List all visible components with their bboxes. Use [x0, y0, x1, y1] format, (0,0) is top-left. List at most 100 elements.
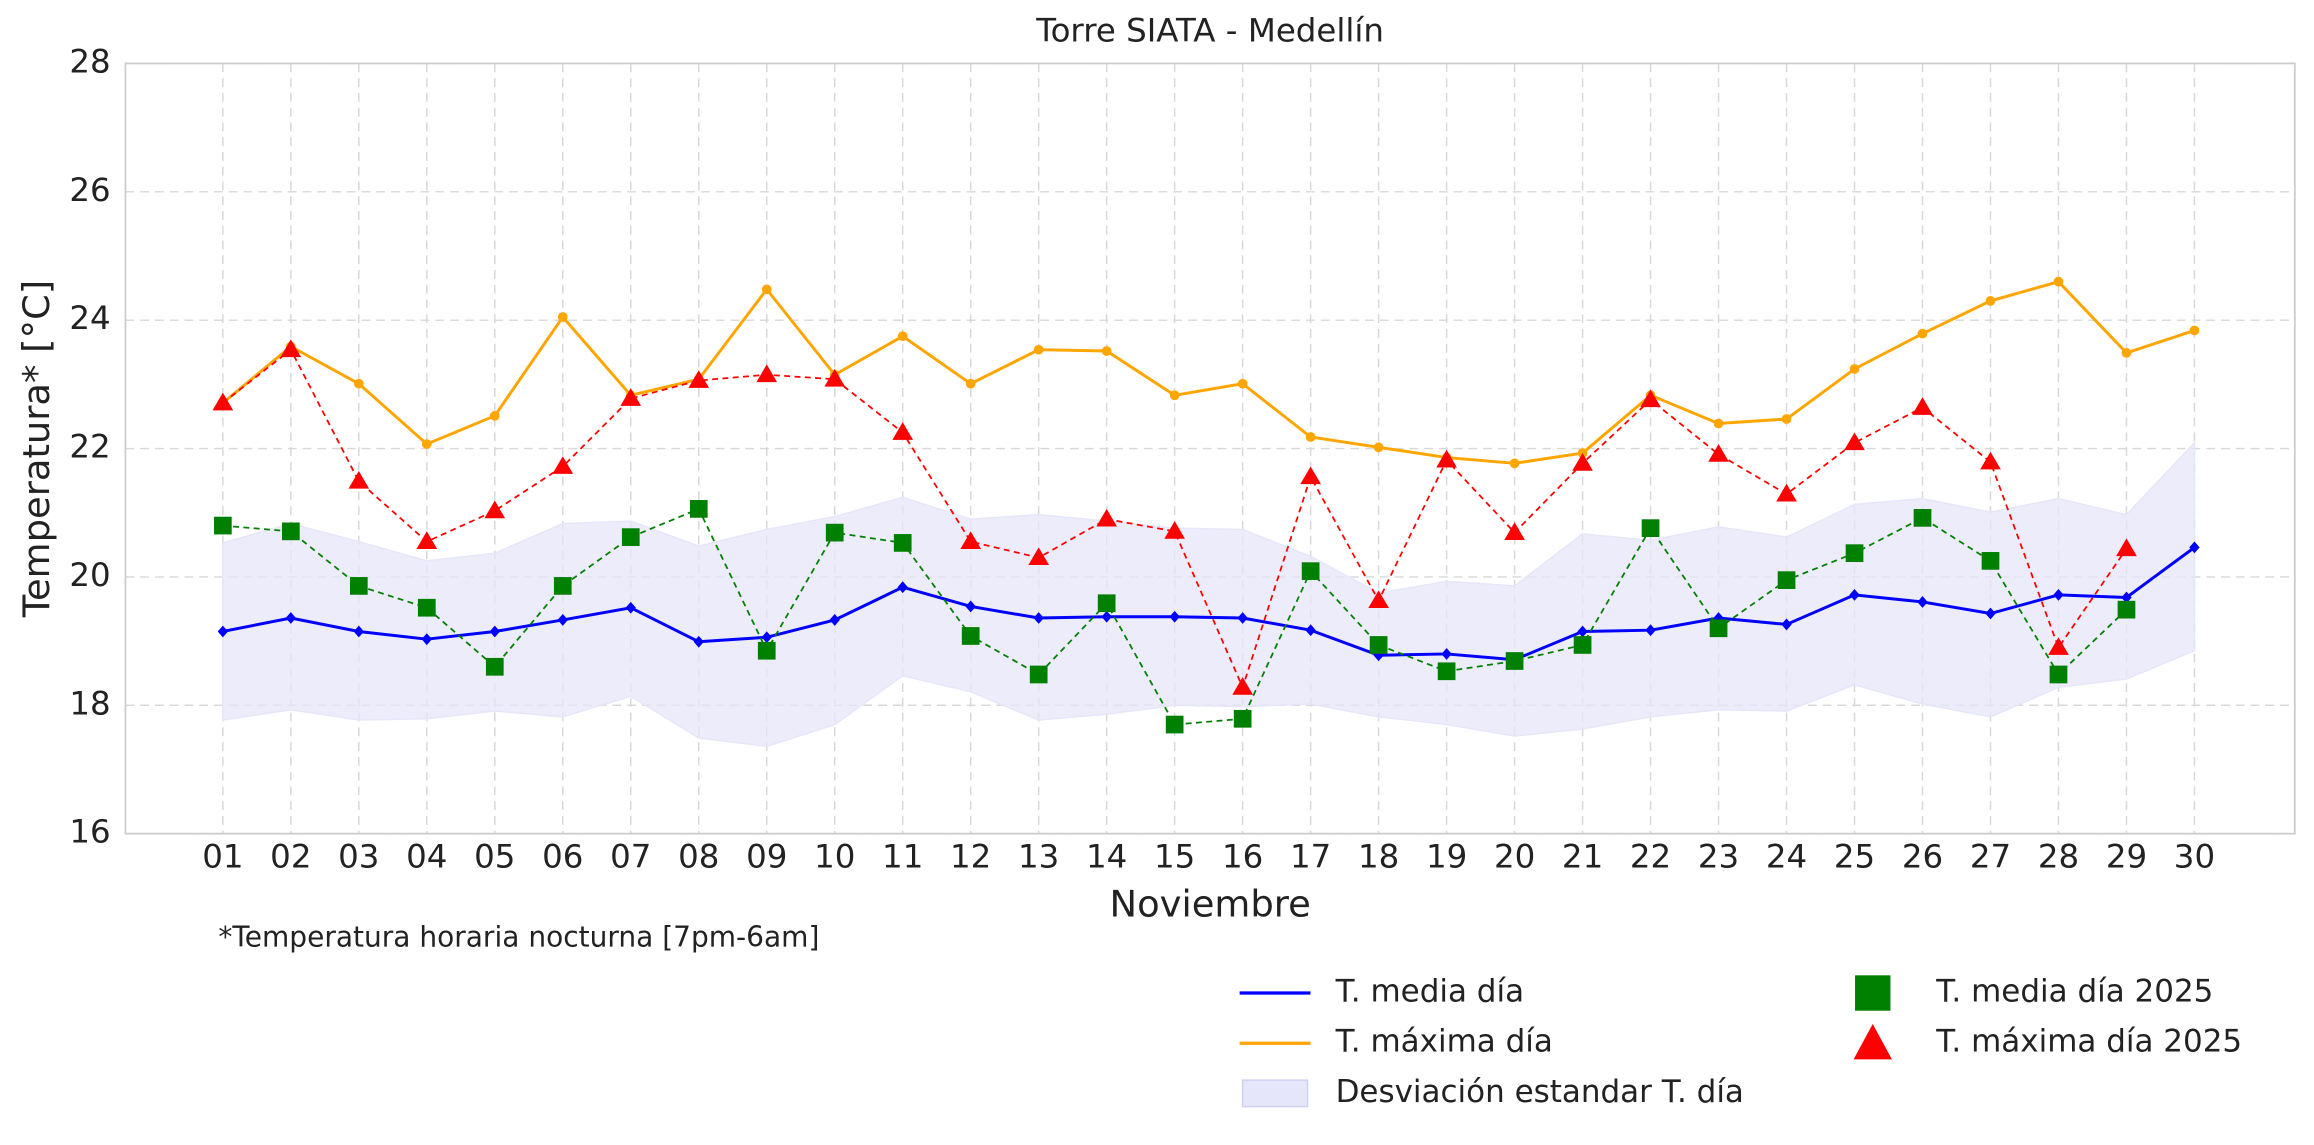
- point: [1781, 414, 1792, 424]
- point: [1305, 432, 1316, 442]
- std-band: [222, 440, 2196, 748]
- point: [1509, 458, 1520, 469]
- point: [557, 614, 568, 626]
- point: [285, 612, 296, 624]
- point: [1713, 418, 1724, 429]
- point: [1165, 715, 1184, 734]
- point: [1301, 562, 1320, 581]
- y-tick-label: 26: [69, 171, 110, 209]
- point: [620, 388, 642, 406]
- point: [1232, 676, 1253, 695]
- point: [1573, 636, 1592, 654]
- point: [1237, 378, 1248, 389]
- point: [688, 370, 710, 388]
- point: [557, 312, 568, 322]
- x-tick-label: 18: [1358, 838, 1399, 876]
- point: [761, 631, 772, 644]
- series-line: [222, 507, 2128, 726]
- y-tick-label: 20: [69, 556, 110, 594]
- plot-frame: [124, 62, 2296, 835]
- point: [1777, 571, 1796, 589]
- legend-swatch: [1241, 1079, 1309, 1108]
- point: [280, 339, 302, 358]
- point: [1237, 612, 1248, 624]
- y-tick-label: 18: [69, 684, 110, 722]
- point: [1305, 624, 1316, 637]
- point: [417, 598, 436, 617]
- x-axis-label: Noviembre: [1109, 882, 1310, 925]
- point: [1233, 709, 1252, 728]
- point: [965, 600, 976, 613]
- point: [1985, 607, 1996, 620]
- point: [1096, 508, 1118, 527]
- point: [1641, 519, 1660, 537]
- point: [2189, 541, 2200, 554]
- x-tick-label: 05: [474, 838, 515, 876]
- x-tick-label: 12: [950, 838, 991, 876]
- y-tick-label: 24: [69, 299, 110, 337]
- point: [1985, 296, 1996, 306]
- point: [1368, 590, 1389, 609]
- point: [1164, 521, 1185, 539]
- x-tick-label: 21: [1562, 838, 1603, 876]
- x-tick-label: 30: [2174, 838, 2215, 876]
- point: [897, 331, 908, 342]
- legend-label: T. media día 2025: [1935, 974, 2213, 1010]
- x-tick-label: 28: [2038, 838, 2079, 876]
- point: [961, 627, 980, 645]
- point: [1913, 509, 1932, 527]
- x-tick-label: 17: [1290, 838, 1331, 876]
- x-tick-label: 15: [1154, 838, 1195, 876]
- point: [421, 633, 432, 646]
- point: [1709, 619, 1728, 638]
- point: [893, 534, 912, 552]
- series-line: [222, 348, 2128, 690]
- point: [2053, 276, 2064, 287]
- legend-marker: [1855, 975, 1891, 1011]
- point: [1776, 483, 1797, 502]
- x-tick-label: 25: [1834, 838, 1875, 876]
- y-tick-label: 28: [69, 42, 110, 80]
- x-tick-label: 23: [1698, 838, 1739, 876]
- x-tick-label: 04: [406, 838, 447, 876]
- series-line: [221, 280, 2195, 465]
- x-tick-label: 08: [678, 838, 719, 876]
- point: [1101, 346, 1112, 356]
- x-tick-label: 03: [338, 838, 379, 876]
- point: [1369, 636, 1388, 654]
- point: [421, 439, 432, 449]
- legend-label: T. media día: [1335, 974, 1525, 1010]
- point: [1981, 552, 2000, 570]
- point: [489, 410, 500, 421]
- point: [1033, 344, 1044, 355]
- point: [1645, 624, 1656, 637]
- point: [1912, 397, 1933, 415]
- point: [965, 378, 976, 389]
- x-tick-label: 20: [1494, 838, 1535, 876]
- point: [1437, 662, 1456, 681]
- point: [552, 456, 574, 474]
- legend-label: T. máxima día: [1335, 1024, 1553, 1060]
- x-tick-label: 27: [1970, 838, 2011, 876]
- point: [689, 500, 708, 518]
- point: [416, 531, 438, 550]
- point: [1504, 522, 1525, 541]
- point: [1097, 594, 1116, 613]
- annotation: *Temperatura horaria nocturna [7pm-6am]: [218, 920, 819, 953]
- point: [825, 523, 844, 542]
- legend-label: Desviación estandar T. día: [1336, 1074, 1744, 1110]
- x-tick-label: 22: [1630, 838, 1671, 876]
- point: [2049, 665, 2068, 684]
- point: [1980, 451, 2001, 470]
- series-line: [222, 546, 2196, 662]
- x-tick-label: 11: [882, 838, 923, 876]
- point: [757, 641, 776, 660]
- point: [761, 284, 772, 295]
- point: [213, 516, 232, 535]
- chart-title: Torre SIATA - Medellín: [1035, 11, 1384, 49]
- point: [348, 470, 370, 489]
- point: [2117, 600, 2136, 619]
- point: [1436, 449, 1457, 468]
- legend-label: T. máxima día 2025: [1935, 1024, 2242, 1060]
